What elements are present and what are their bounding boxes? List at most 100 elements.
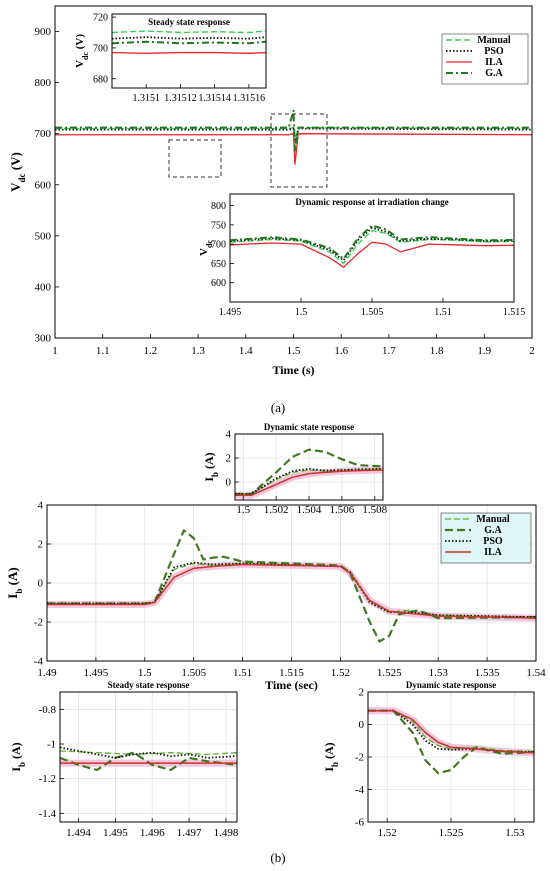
x-tick-label: 1.6 (334, 345, 348, 357)
x-axis-label: Time (sec) (265, 678, 318, 692)
x-tick-label: 1.535 (475, 667, 500, 679)
y-tick-label: 600 (35, 179, 52, 191)
y-tick-label: 4 (38, 500, 44, 512)
x-tick-label: 1.53 (429, 667, 449, 679)
series-line-ila (112, 51, 266, 54)
y-tick-label: -0.8 (39, 704, 57, 716)
y-tick-label: 300 (35, 333, 52, 345)
zoom-box-dynamic (270, 113, 328, 188)
series-line-ila (235, 469, 383, 496)
x-tick-label: 1.1 (96, 345, 110, 357)
x-tick-label: 1.54 (526, 667, 546, 679)
y-tick-label: 650 (211, 259, 226, 270)
x-tick-label: 1.53 (505, 827, 525, 839)
x-tick-label: 1.49 (37, 667, 57, 679)
chart-b_inset_top: 1.5 1.502 1.504 1.506 1.508 0 2 4 Dynamic state … (202, 422, 388, 516)
x-tick-label: 1.5 (138, 667, 152, 679)
legend-label: ILA (485, 57, 504, 68)
y-tick-label: 2 (226, 453, 232, 465)
series-line-manual (230, 229, 514, 265)
y-axis-label: Ib (A) (322, 742, 340, 771)
legend-box (440, 512, 532, 564)
y-tick-label: -2 (34, 617, 43, 629)
x-tick-label: 1.504 (297, 504, 322, 516)
x-tick-label: 1.31512 (164, 93, 197, 104)
legend-label: ILA (484, 547, 503, 558)
x-tick-label: 1.495 (103, 827, 128, 839)
series-group (55, 109, 532, 165)
chart-title: Steady state response (108, 680, 190, 690)
legend-label: Manual (476, 514, 510, 525)
caption-b: (b) (270, 850, 285, 865)
x-tick-label: 1.31514 (198, 93, 231, 104)
y-tick-label: 600 (211, 278, 226, 289)
x-tick-label: 1.495 (219, 307, 242, 318)
legend-label: G.A (484, 525, 502, 536)
chart-a_main: 1 1.1 1.2 1.3 1.4 1.5 1.6 1.7 1.8 1.9 2 300 400 500 60… (8, 5, 535, 377)
series-group (235, 448, 383, 499)
legend-label: G.A (485, 68, 503, 79)
x-tick-label: 1.515 (279, 667, 304, 679)
y-tick-label: 0 (38, 578, 44, 590)
y-tick-label: -6 (355, 817, 365, 829)
x-tick-label: 1.515 (503, 307, 526, 318)
chart-title: Dynamic state response (406, 680, 496, 690)
series-group (230, 224, 514, 268)
chart-b_main: 1.49 1.495 1.5 1.505 1.51 1.515 1.52 1.525 1.53 1… (5, 500, 546, 693)
x-tick-label: 1.52 (331, 667, 350, 679)
plot-frame (111, 13, 267, 89)
y-tick-label: 800 (211, 201, 226, 212)
x-tick-label: 1.502 (264, 504, 289, 516)
series-line-ga (230, 224, 514, 260)
y-tick-label: 0 (226, 477, 232, 489)
x-tick-label: 1.525 (377, 667, 402, 679)
y-tick-label: 2 (38, 539, 44, 551)
series-line-manual (60, 750, 237, 756)
x-tick-label: 1.525 (439, 827, 464, 839)
chart-a_inset_dynamic: 1.495 1.5 1.505 1.51 1.515 600 650 700 750 800 Dyn… (198, 193, 526, 318)
series-line-ga (47, 529, 536, 643)
legend-label: PSO (484, 46, 504, 57)
x-tick-label: 1.51 (434, 307, 452, 318)
caption-a: (a) (271, 400, 285, 415)
x-tick-label: 1.7 (382, 345, 396, 357)
x-tick-label: 1.9 (477, 345, 491, 357)
chart-title: Dynamic state response (264, 422, 354, 432)
series-line-pso (112, 36, 266, 40)
x-tick-label: 1.494 (66, 827, 91, 839)
y-tick-label: 700 (211, 240, 226, 251)
chart-title: Dynamic response at irradiation change (295, 197, 448, 207)
y-tick-label: 700 (35, 128, 52, 140)
series-line-ga (55, 109, 532, 153)
y-tick-label: 720 (93, 13, 108, 24)
y-tick-label: 2 (359, 687, 365, 699)
y-axis-label: Ib (A) (202, 452, 220, 481)
x-tick-label: 1.496 (140, 827, 165, 839)
series-group (47, 529, 536, 643)
x-tick-label: 2 (529, 345, 535, 357)
y-tick-label: -1 (47, 739, 56, 751)
y-tick-label: 800 (35, 77, 52, 89)
y-tick-label: 0 (359, 719, 365, 731)
series-line-pso (60, 746, 237, 759)
series-group (112, 30, 266, 54)
x-tick-label: 1.5 (236, 504, 250, 516)
series-line-manual (112, 30, 266, 34)
y-tick-label: 680 (93, 74, 108, 85)
y-tick-label: 900 (35, 26, 52, 38)
x-tick-label: 1.8 (430, 345, 444, 357)
y-tick-label: 4 (226, 429, 232, 441)
x-tick-label: 1.506 (330, 504, 355, 516)
series-line-ga (60, 751, 237, 772)
x-axis-label: Time (s) (272, 363, 314, 377)
x-tick-label: 1.31516 (233, 93, 266, 104)
y-tick-label: 750 (211, 220, 226, 231)
x-tick-label: 1.497 (177, 827, 202, 839)
y-tick-label: -4 (34, 656, 44, 668)
series-line-ga (112, 40, 266, 45)
series-group (60, 746, 237, 772)
y-tick-label: -1.2 (39, 773, 56, 785)
chart-title: Steady state response (148, 17, 230, 27)
legend-box (441, 33, 529, 85)
